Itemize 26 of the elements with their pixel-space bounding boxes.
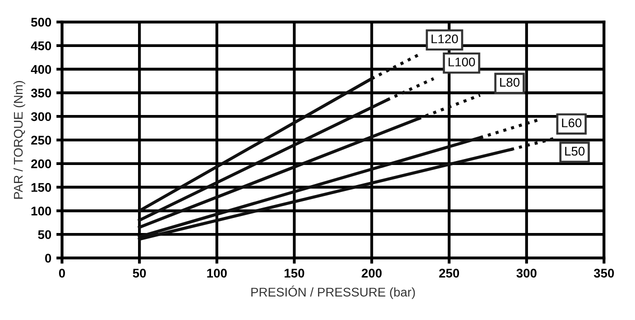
x-tick-label: 200: [362, 268, 382, 278]
y-tick-label: 500: [31, 18, 52, 27]
y-tick-label: 100: [32, 206, 52, 216]
x-tick-label: 0: [59, 268, 65, 278]
annotation: L100: [448, 58, 475, 66]
x-axis-title: PRESIÓN / PRESSURE (bar): [251, 286, 415, 300]
y-tick-label: 150: [32, 183, 52, 192]
y-tick-label: 350: [31, 88, 52, 98]
y-tick-label: 450: [30, 41, 52, 50]
y-tick-label: 0: [45, 254, 52, 263]
annotation: L120: [432, 34, 458, 44]
x-tick-label: 150: [284, 268, 304, 278]
y-tick-label: 200: [31, 159, 52, 168]
y-tick-label: 250: [31, 136, 52, 145]
annotation: L50: [565, 146, 585, 156]
y-tick-label: 300: [31, 112, 52, 122]
x-tick-label: 300: [516, 268, 536, 278]
x-tick-label: 100: [207, 268, 227, 278]
annotation: L60: [562, 118, 582, 128]
y-axis-title: PAR / TORQUE (Nm): [14, 81, 26, 199]
x-tick-label: 250: [439, 268, 460, 278]
y-tick-label: 400: [30, 65, 52, 74]
y-tick-label: 50: [38, 230, 52, 240]
annotation: L80: [500, 78, 520, 87]
x-tick-label: 50: [132, 268, 146, 278]
x-tick-label: 350: [594, 268, 614, 278]
